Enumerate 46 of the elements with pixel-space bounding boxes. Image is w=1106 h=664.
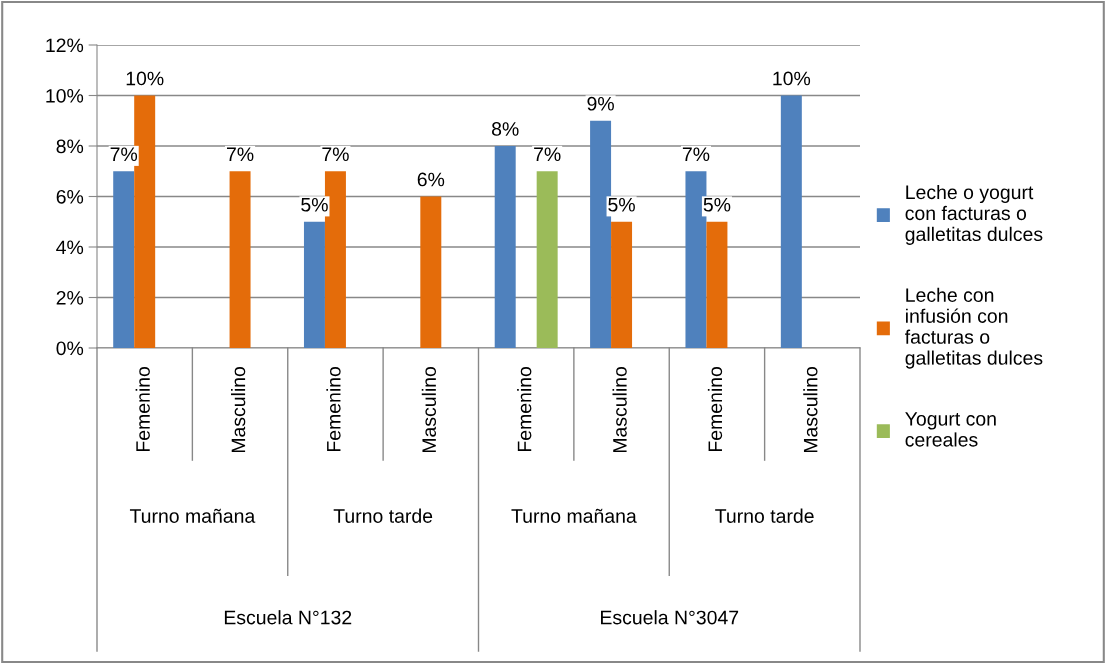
data-label: 5%: [301, 197, 328, 212]
text: Escuela N°132: [224, 610, 352, 625]
y-tick-label: 6%: [56, 189, 84, 204]
text: Turno tarde: [715, 508, 814, 523]
text: Escuela N°3047: [601, 610, 739, 625]
legend-label: Yogurt con cereales: [905, 412, 996, 447]
y-tick-label: 4%: [56, 240, 84, 255]
bar: [420, 196, 442, 348]
legend-label: Leche con infusión con facturas o galletitas dulces: [905, 287, 1043, 369]
bar: [229, 171, 251, 348]
data-label: 8%: [492, 122, 519, 136]
x-tick-label: Masculino: [612, 366, 627, 453]
text: Turno mañana: [511, 508, 637, 523]
bar: [780, 95, 802, 348]
x-tick-label: Femenino: [135, 366, 150, 452]
data-label: 7%: [682, 147, 710, 162]
data-label: 5%: [703, 197, 731, 212]
data-label: 7%: [322, 147, 349, 162]
y-tick-label: 2%: [56, 290, 84, 305]
x-tick-label: Femenino: [326, 366, 341, 452]
data-label: 10%: [126, 71, 164, 86]
x-tick-label: Masculino: [421, 366, 437, 453]
data-label: 7%: [110, 147, 138, 162]
legend-label: Leche o yogurt con facturas o galletitas dulces: [905, 184, 1043, 245]
data-label: 7%: [534, 147, 561, 162]
data-label: 9%: [587, 96, 614, 111]
data-label: 6%: [417, 172, 445, 187]
y-tick-label: 10%: [46, 88, 84, 103]
bar: [303, 221, 325, 348]
x-tick-label: Femenino: [707, 366, 723, 452]
data-label: 10%: [773, 71, 811, 86]
text: Turno mañana: [129, 508, 256, 523]
y-tick-label: 0%: [56, 341, 84, 356]
bar: [494, 146, 516, 348]
x-tick-label: Masculino: [231, 366, 246, 453]
data-label: 5%: [608, 197, 635, 212]
x-tick-label: Masculino: [803, 366, 818, 453]
x-tick-label: Femenino: [517, 366, 532, 452]
bar: [536, 171, 558, 348]
bar: [706, 221, 728, 348]
bar: [611, 221, 633, 348]
y-tick-label: 12%: [46, 38, 84, 53]
y-tick-label: 8%: [56, 139, 84, 154]
bar: [113, 171, 135, 348]
data-label: 7%: [227, 147, 254, 162]
text: Turno tarde: [333, 508, 433, 523]
